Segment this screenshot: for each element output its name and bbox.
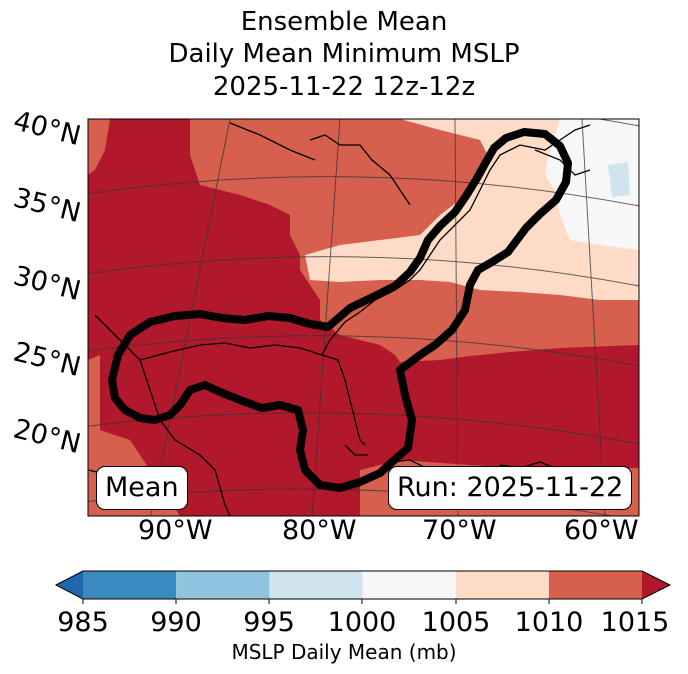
- colorbar-tick-985: 985: [57, 607, 109, 638]
- mean-label-box: Mean: [96, 466, 188, 510]
- run-label-box: Run: 2025-11-22: [388, 466, 633, 510]
- lon-label-90w: 90°W: [138, 515, 213, 546]
- colorbar-label: MSLP Daily Mean (mb): [231, 640, 457, 664]
- colorbar-seg-5: [549, 571, 642, 599]
- colorbar-tick-1005: 1005: [421, 607, 491, 638]
- colorbar-seg-2: [269, 571, 363, 599]
- colorbar-seg-4: [455, 571, 549, 599]
- colorbar-tick-1010: 1010: [514, 607, 584, 638]
- colorbar-seg-1: [176, 571, 270, 599]
- colorbar-tick-1015: 1015: [600, 607, 670, 638]
- region-1000: [545, 119, 639, 250]
- lon-label-70w: 70°W: [422, 515, 497, 546]
- lon-label-60w: 60°W: [564, 515, 639, 546]
- colorbar: [54, 570, 672, 604]
- colorbar-seg-0: [83, 571, 177, 599]
- colorbar-tick-990: 990: [150, 607, 202, 638]
- colorbar-over: [642, 571, 670, 599]
- title-line-2: Daily Mean Minimum MSLP: [168, 39, 520, 69]
- colorbar-tick-995: 995: [243, 607, 295, 638]
- map-frame: [87, 118, 640, 517]
- colorbar-ticks: [82, 599, 643, 604]
- colorbar-seg-3: [362, 571, 456, 599]
- lon-label-80w: 80°W: [282, 515, 357, 546]
- title-line-3: 2025-11-22 12z-12z: [212, 72, 476, 102]
- mean-contour: [108, 128, 572, 492]
- colorbar-under: [56, 571, 83, 599]
- region-995: [608, 162, 630, 197]
- colorbar-tick-1000: 1000: [327, 607, 397, 638]
- map-panel: [88, 119, 639, 516]
- title-line-1: Ensemble Mean: [240, 7, 448, 37]
- region-1010-west: [88, 119, 110, 175]
